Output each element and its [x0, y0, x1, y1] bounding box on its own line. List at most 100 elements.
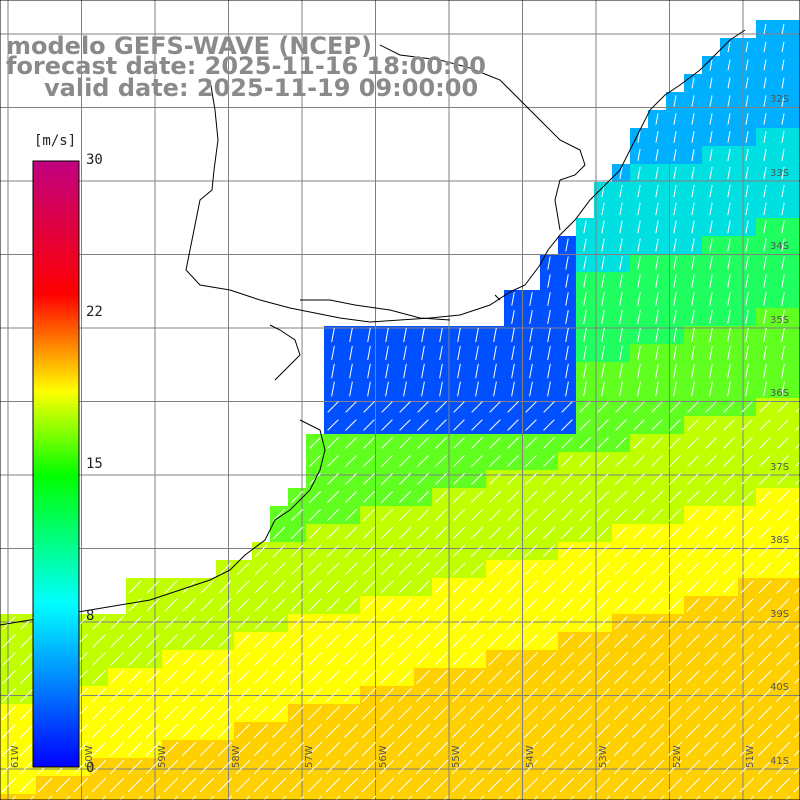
wind-arrow: [793, 767, 800, 775]
wind-arrow: [488, 670, 502, 684]
wind-arrow: [721, 741, 737, 757]
wind-arrow: [435, 401, 447, 413]
wind-arrow: [524, 562, 538, 576]
longitude-label: 57W: [304, 745, 315, 768]
wind-arrow: [308, 634, 322, 648]
wind-arrow: [505, 741, 521, 757]
wind-arrow: [191, 795, 197, 800]
wind-arrow: [776, 544, 790, 558]
wind-arrow: [253, 759, 269, 775]
wind-arrow: [763, 238, 767, 252]
wind-arrow: [614, 526, 628, 540]
wind-arrow: [775, 777, 791, 793]
wind-arrow: [128, 652, 142, 666]
wind-arrow: [92, 670, 106, 684]
wind-arrow: [290, 616, 304, 630]
wind-arrow: [487, 741, 503, 757]
wind-arrow: [421, 381, 425, 397]
wind-arrow: [691, 381, 695, 397]
wind-arrow: [596, 580, 610, 594]
wind-arrow: [380, 652, 394, 666]
wind-arrow: [453, 437, 465, 449]
wind-arrow: [272, 652, 286, 666]
wind-arrow: [691, 363, 695, 379]
wind-arrow: [524, 580, 538, 594]
wind-arrow: [416, 580, 430, 594]
wind-arrow: [727, 238, 731, 252]
longitude-label: 56W: [377, 745, 389, 768]
wind-arrow: [367, 327, 371, 343]
wind-arrow: [200, 616, 214, 630]
wind-arrow: [308, 544, 322, 558]
wind-arrow: [650, 562, 664, 576]
wind-arrow: [668, 652, 682, 666]
wind-arrow: [325, 723, 341, 739]
wind-arrow: [398, 580, 412, 594]
wind-arrow: [385, 345, 389, 361]
wind-arrow: [601, 381, 605, 397]
wind-arrow: [362, 634, 376, 648]
wind-arrow: [199, 705, 215, 721]
wind-arrow: [505, 759, 521, 775]
wind-arrow: [326, 544, 340, 558]
wind-arrow: [416, 616, 430, 630]
wind-arrow: [615, 401, 627, 413]
wind-arrow: [109, 741, 125, 757]
wind-arrow: [453, 401, 465, 413]
wind-arrow: [181, 723, 197, 739]
wind-arrow: [777, 419, 789, 431]
wind-arrow: [597, 437, 609, 449]
wind-arrow: [541, 705, 557, 721]
wind-arrow: [794, 659, 800, 666]
wind-cell: [792, 326, 800, 344]
wind-arrow: [385, 381, 389, 397]
wind-arrow: [775, 705, 791, 721]
wind-arrow: [457, 363, 461, 379]
wind-cell: [792, 164, 800, 182]
wind-arrow: [83, 795, 89, 800]
wind-arrow: [488, 562, 502, 576]
wind-arrow: [668, 562, 682, 576]
wind-arrow: [673, 274, 677, 288]
wind-arrow: [641, 795, 647, 800]
wind-arrow: [763, 59, 767, 71]
wind-arrow: [541, 741, 557, 757]
wind-arrow: [727, 59, 731, 71]
wind-arrow: [381, 455, 393, 467]
wind-arrow: [543, 455, 555, 467]
wind-arrow: [379, 705, 395, 721]
wind-arrow: [758, 562, 772, 576]
wind-arrow: [236, 562, 250, 576]
wind-arrow: [362, 580, 376, 594]
wind-arrow: [416, 526, 430, 540]
wind-arrow: [632, 688, 646, 702]
wind-arrow: [326, 508, 340, 522]
wind-arrow: [380, 544, 394, 558]
wind-arrow: [740, 598, 754, 612]
wind-arrow: [128, 598, 142, 612]
wind-arrow: [505, 723, 521, 739]
wind-arrow: [781, 327, 785, 343]
wind-arrow: [529, 381, 533, 397]
wind-arrow: [128, 670, 142, 684]
wind-arrow: [471, 437, 483, 449]
wind-arrow: [691, 166, 695, 180]
wind-arrow: [254, 544, 268, 558]
wind-arrow: [637, 256, 641, 270]
wind-arrow: [461, 795, 467, 800]
wind-arrow: [361, 705, 377, 721]
wind-arrow: [92, 652, 106, 666]
wind-arrow: [344, 508, 358, 522]
wind-arrow: [416, 652, 430, 666]
wind-arrow: [767, 795, 773, 800]
wind-arrow: [110, 616, 124, 630]
wind-arrow: [793, 713, 800, 721]
wind-arrow: [741, 401, 753, 413]
wind-arrow: [29, 795, 35, 800]
wind-arrow: [727, 220, 731, 234]
wind-arrow: [471, 455, 483, 467]
wind-arrow: [488, 616, 502, 630]
wind-arrow: [741, 455, 753, 467]
wind-arrow: [524, 508, 538, 522]
wind-arrow: [470, 490, 484, 504]
